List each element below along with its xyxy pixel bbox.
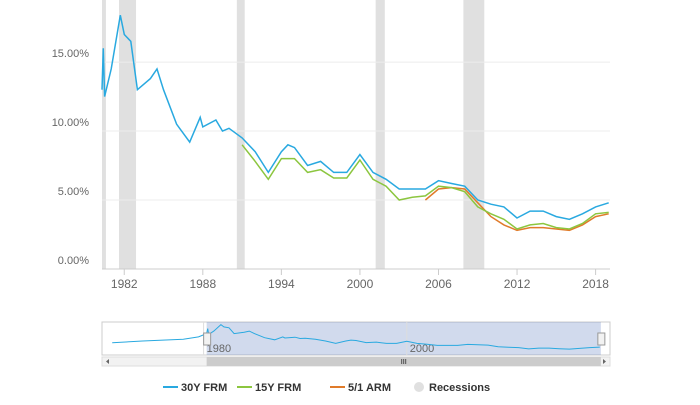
navigator-line [206,323,600,350]
recession-band [236,0,245,269]
x-tick-label: 1994 [268,277,295,291]
y-tick-label: 10.00% [52,117,90,129]
x-tick-label: 2000 [347,277,374,291]
navigator-tick-label: 1980 [207,343,231,355]
y-tick-label: 0.00% [58,255,89,267]
x-tick-label: 1988 [189,277,216,291]
navigator-selection [206,322,601,355]
legend-swatch [414,382,424,392]
navigator-tick-label: 2000 [410,343,434,355]
navigator-line [112,333,207,344]
legend-label[interactable]: 5/1 ARM [348,382,391,394]
y-tick-label: 15.00% [52,48,90,60]
series-line [424,186,609,232]
recession-band [463,0,485,269]
scrollbar-grip [401,359,407,364]
x-tick-label: 2006 [425,277,452,291]
y-tick-label: 5.00% [58,186,89,198]
recession-band [375,0,385,269]
series-line [241,144,609,230]
legend: 30Y FRM 15Y FRM 5/1 ARM Recessions [163,382,490,394]
recession-band [119,0,137,269]
x-tick-label: 2012 [504,277,531,291]
legend-label[interactable]: 15Y FRM [255,382,301,394]
recession-band [102,0,106,269]
navigator-handle[interactable] [597,332,606,346]
legend-label[interactable]: Recessions [429,382,490,394]
legend-label[interactable]: 30Y FRM [181,382,227,394]
navigator-handle[interactable] [203,332,212,346]
series-line [101,15,609,221]
x-tick-label: 1982 [111,277,138,291]
x-tick-label: 2018 [582,277,609,291]
